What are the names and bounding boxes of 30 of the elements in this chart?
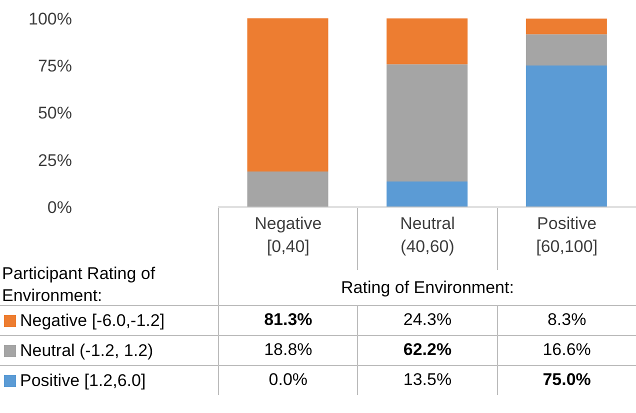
bar bbox=[247, 172, 328, 207]
x-tick-label: Positive [60,100] bbox=[496, 208, 636, 270]
y-tick-label: 0% bbox=[47, 198, 72, 217]
bar bbox=[526, 66, 607, 207]
bar bbox=[386, 182, 468, 207]
data-label: 16.6% bbox=[496, 335, 636, 365]
bar bbox=[386, 18, 468, 64]
y-tick-label: 75% bbox=[38, 56, 72, 76]
bar bbox=[247, 18, 328, 172]
data-label: 62.2% bbox=[357, 335, 497, 365]
x-tick-label: Negative [0,40] bbox=[218, 208, 358, 270]
bar bbox=[526, 34, 607, 66]
y-tick-label: 100% bbox=[28, 9, 72, 28]
data-label: 8.3% bbox=[496, 305, 636, 335]
data-label: 18.8% bbox=[218, 335, 358, 365]
legend-label: Neutral (-1.2, 1.2) bbox=[20, 340, 154, 360]
legend-label: Positive [1.2,6.0] bbox=[20, 370, 146, 390]
bar bbox=[386, 64, 468, 182]
x-tick-label: Neutral (40,60) bbox=[357, 208, 497, 270]
data-label: 75.0% bbox=[496, 365, 636, 395]
legend-label: Negative [-6.0,-1.2] bbox=[20, 310, 165, 330]
bar bbox=[526, 18, 607, 34]
data-label: 13.5% bbox=[357, 365, 497, 395]
x-axis-title: Rating of Environment: bbox=[218, 270, 636, 305]
legend-title: Participant Rating of Environment: bbox=[2, 263, 156, 307]
data-label: 0.0% bbox=[218, 365, 358, 395]
data-label: 81.3% bbox=[218, 305, 358, 335]
data-label: 24.3% bbox=[357, 305, 497, 335]
y-tick-label: 50% bbox=[38, 104, 72, 123]
y-tick-label: 25% bbox=[38, 150, 72, 170]
